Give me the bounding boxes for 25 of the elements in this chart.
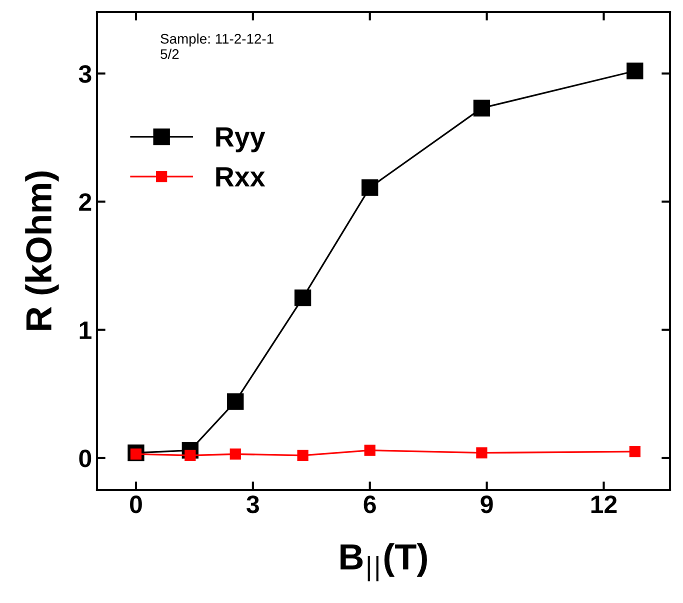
- x-tick-label: 12: [591, 496, 617, 513]
- point: [626, 62, 644, 80]
- legend-label: Rxx: [216, 167, 266, 186]
- x-tick-label: 6: [364, 496, 376, 514]
- legend-label: Ryy: [216, 127, 266, 152]
- point: [297, 450, 308, 461]
- y-tick-label: 2: [79, 193, 92, 211]
- y-tick-label: 0: [79, 450, 92, 468]
- x-tick-label: 0: [130, 496, 142, 514]
- point: [629, 446, 640, 458]
- annotation: Sample: 11-2-12-1: [160, 34, 274, 46]
- x-tick-label: 3: [246, 496, 259, 514]
- y-axis-title: R (kOhm): [25, 172, 59, 330]
- point: [294, 289, 312, 306]
- y-tick-label: 3: [78, 65, 92, 83]
- x-axis-title: B$_{||}$(T): [340, 543, 427, 582]
- y-tick-label: 1: [80, 322, 92, 339]
- point: [227, 393, 244, 410]
- annotation: 5/2: [160, 48, 179, 60]
- point: [476, 447, 488, 458]
- point: [230, 448, 241, 460]
- point: [473, 100, 490, 116]
- x-tick-label: 9: [480, 496, 493, 514]
- point: [364, 444, 376, 456]
- point: [362, 179, 378, 196]
